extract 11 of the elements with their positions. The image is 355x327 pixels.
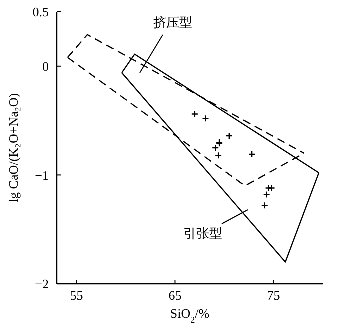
x-tick-label: 65	[168, 288, 182, 303]
y-tick-label: 0	[42, 58, 49, 74]
annotation: 挤压型	[154, 16, 192, 31]
y-tick-label: −1	[35, 168, 49, 183]
x-tick-label: 55	[70, 288, 84, 303]
y-tick-label: −2	[35, 276, 49, 292]
y-axis-title: lg CaO/(K₂O+Na₂O)	[6, 93, 21, 203]
x-tick-label: 75	[267, 288, 280, 303]
annotation: 引张型	[184, 227, 222, 242]
x-axis-title: SiO$_{2}$/%	[170, 306, 210, 325]
y-tick-label: 0.5	[32, 4, 49, 20]
